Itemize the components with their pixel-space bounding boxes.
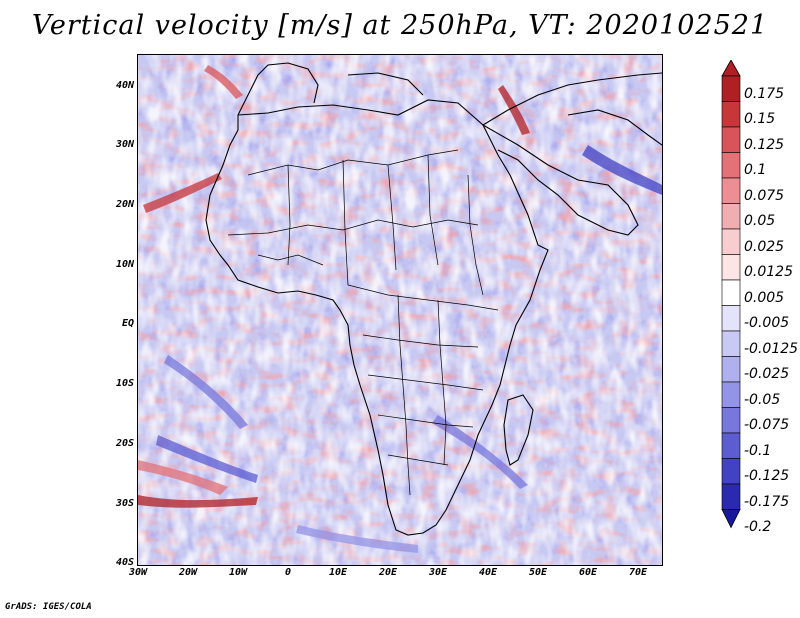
- colorbar-tick-label: -0.005: [744, 315, 790, 332]
- lon-label-70e: 70E: [628, 567, 648, 578]
- colorbar-segment: [721, 152, 741, 179]
- colorbar-tick-label: -0.025: [744, 366, 790, 383]
- colorbar-tick-label: 0.15: [744, 111, 776, 128]
- colorbar-tick-label: 0.125: [744, 136, 785, 153]
- colorbar-tick-label: 0.1: [744, 162, 767, 179]
- colorbar-segment: [721, 483, 741, 510]
- lon-label-20w: 20W: [178, 567, 198, 578]
- colorbar-tick-label: -0.075: [744, 417, 790, 434]
- colorbar-segment: [721, 75, 741, 102]
- colorbar-segment: [721, 203, 741, 230]
- lat-label-20s: 20S: [115, 438, 134, 449]
- colorbar-tick-label: 0.175: [744, 85, 785, 102]
- colorbar-tick-label: -0.2: [744, 519, 772, 536]
- colorbar-segment: [721, 407, 741, 434]
- colorbar-tick-label: 0.05: [744, 213, 776, 230]
- lon-label-20e: 20E: [378, 567, 398, 578]
- lon-label-40e: 40E: [478, 567, 498, 578]
- country-borders: [227, 149, 499, 496]
- colorbar-bottom-arrow: [721, 509, 741, 529]
- colorbar-tick-label: -0.05: [744, 391, 781, 408]
- lat-label-40s: 40S: [115, 557, 134, 568]
- footer-credit: GrADS: IGES/COLA: [5, 602, 92, 612]
- lat-label-40n: 40N: [115, 80, 134, 91]
- lon-label-30w: 30W: [128, 567, 148, 578]
- colorbar-segment: [721, 254, 741, 281]
- colorbar-segment: [721, 101, 741, 128]
- colorbar-tick-label: -0.1: [744, 442, 772, 459]
- colorbar-tick-label: -0.125: [744, 468, 790, 485]
- colorbar-segment: [721, 330, 741, 357]
- map-title: Vertical velocity [m/s] at 250hPa, VT: 2…: [31, 10, 769, 41]
- colorbar-tick-label: 0.025: [744, 238, 785, 255]
- colorbar-segment: [721, 458, 741, 485]
- field-features: [138, 65, 662, 553]
- colorbar-tick-label: 0.005: [744, 289, 785, 306]
- lon-label-30e: 30E: [428, 567, 448, 578]
- colorbar-segment: [721, 126, 741, 153]
- lat-label-10n: 10N: [115, 259, 134, 270]
- colorbar-tick-label: -0.0125: [744, 340, 799, 357]
- lat-label-20n: 20N: [115, 199, 134, 210]
- map-plot-area: [137, 54, 663, 566]
- lat-label-30n: 30N: [115, 139, 134, 150]
- lat-label-30s: 30S: [115, 498, 134, 509]
- velocity-field-map: [138, 55, 662, 565]
- colorbar-segment: [721, 177, 741, 204]
- colorbar-segment: [721, 432, 741, 459]
- colorbar-tick-label: 0.075: [744, 187, 785, 204]
- colorbar-segment: [721, 305, 741, 332]
- colorbar-tick-label: 0.0125: [744, 264, 793, 281]
- colorbar: [721, 60, 741, 529]
- lat-label-10s: 10S: [115, 378, 134, 389]
- colorbar-segment: [721, 381, 741, 408]
- colorbar-tick-label: -0.175: [744, 493, 790, 510]
- field-neutral-pattern: [138, 55, 662, 565]
- lat-label-eq: EQ: [121, 318, 134, 329]
- colorbar-segment: [721, 356, 741, 383]
- lon-label-0: 0: [284, 567, 292, 578]
- lon-label-10w: 10W: [228, 567, 248, 578]
- colorbar-segment: [721, 228, 741, 255]
- coastlines: [205, 62, 662, 536]
- colorbar-top-arrow: [721, 60, 741, 77]
- lon-label-50e: 50E: [528, 567, 548, 578]
- colorbar-segment: [721, 279, 741, 306]
- lon-label-60e: 60E: [578, 567, 598, 578]
- lon-label-10e: 10E: [328, 567, 348, 578]
